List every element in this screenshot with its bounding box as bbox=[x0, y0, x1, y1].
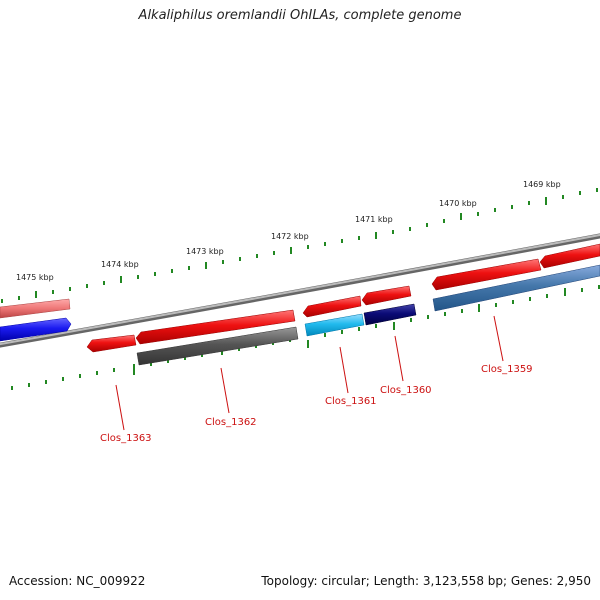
topology-text: Topology: circular; Length: 3,123,558 bp… bbox=[261, 574, 591, 588]
gene-right-forward bbox=[539, 243, 600, 269]
gene-label-clos-1359: Clos_1359 bbox=[481, 364, 533, 375]
forward-genes bbox=[0, 243, 600, 353]
gene-clos-1363-arrow bbox=[86, 334, 137, 353]
gene-label-clos-1363: Clos_1363 bbox=[100, 433, 152, 444]
gene-clos-1361-reverse bbox=[304, 313, 365, 337]
gene-clos-1362-reverse bbox=[136, 326, 299, 366]
gene-clos-1361-forward bbox=[302, 295, 362, 318]
gene-clos-1360-reverse bbox=[363, 303, 417, 326]
scale-label-1469: 1469 kbp bbox=[523, 180, 561, 189]
gene-clos-1362-forward bbox=[135, 309, 296, 345]
gene-label-clos-1361: Clos_1361 bbox=[325, 396, 377, 407]
accession-text: Accession: NC_009922 bbox=[9, 574, 146, 588]
gene-label-clos-1360: Clos_1360 bbox=[380, 385, 432, 396]
gene-blue bbox=[0, 317, 72, 342]
gene-light-red bbox=[0, 298, 71, 319]
reverse-genes bbox=[0, 264, 600, 366]
gene-clos-1359-reverse bbox=[432, 264, 600, 312]
map-title: Alkaliphilus oremlandii OhILAs, complete… bbox=[138, 8, 462, 23]
scale-label-1475: 1475 kbp bbox=[16, 273, 54, 282]
gene-clos-1360-forward bbox=[361, 285, 412, 306]
scale-label-1474: 1474 kbp bbox=[101, 260, 139, 269]
gene-labels: Clos_1363 Clos_1362 Clos_1361 Clos_1360 … bbox=[100, 364, 533, 444]
scale-label-1473: 1473 kbp bbox=[186, 247, 224, 256]
gene-label-clos-1362: Clos_1362 bbox=[205, 417, 257, 428]
scale-labels: 1475 kbp 1474 kbp 1473 kbp 1472 kbp 1471… bbox=[16, 180, 561, 282]
genome-backbone bbox=[0, 233, 600, 348]
scale-label-1470: 1470 kbp bbox=[439, 199, 477, 208]
scale-label-1471: 1471 kbp bbox=[355, 215, 393, 224]
scale-label-1472: 1472 kbp bbox=[271, 232, 309, 241]
gene-leader-lines bbox=[115, 315, 504, 431]
gene-clos-1359-forward bbox=[431, 258, 542, 291]
outer-scale-ticks bbox=[1, 188, 598, 303]
